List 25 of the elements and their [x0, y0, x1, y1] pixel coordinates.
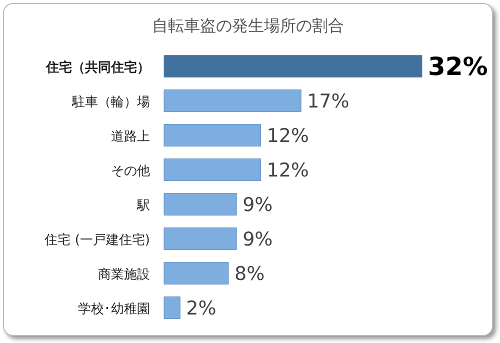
data-label: 9%: [242, 228, 273, 251]
data-label: 8%: [234, 263, 265, 286]
y-tick-label: 学校･幼稚園: [78, 302, 150, 317]
bar: [164, 192, 237, 216]
bar: [164, 158, 261, 181]
y-tick-label: 住宅 (一戸建住宅): [44, 232, 150, 248]
data-label: 32%: [428, 52, 488, 82]
y-tick-label: 道路上: [111, 129, 150, 144]
data-label: 9%: [242, 194, 273, 216]
bar: [164, 262, 229, 284]
y-tick-label: 駐車（輪）場: [71, 94, 150, 110]
bar: [164, 54, 422, 78]
y-tick-label: 商業施設: [98, 267, 150, 282]
chart-title: 自転車盗の発生場所の割合: [151, 16, 345, 37]
bar: [164, 296, 180, 319]
bar: [164, 227, 237, 250]
bar: [164, 124, 261, 146]
data-label: 12%: [266, 125, 309, 148]
data-label: 12%: [266, 160, 309, 182]
y-tick-label: 駅: [136, 198, 150, 214]
y-tick-label: その他: [111, 164, 150, 179]
data-label: 17%: [307, 90, 350, 113]
y-tick-label: 住宅（共同住宅）: [45, 59, 150, 76]
bar: [164, 89, 302, 112]
data-label: 2%: [186, 298, 216, 320]
